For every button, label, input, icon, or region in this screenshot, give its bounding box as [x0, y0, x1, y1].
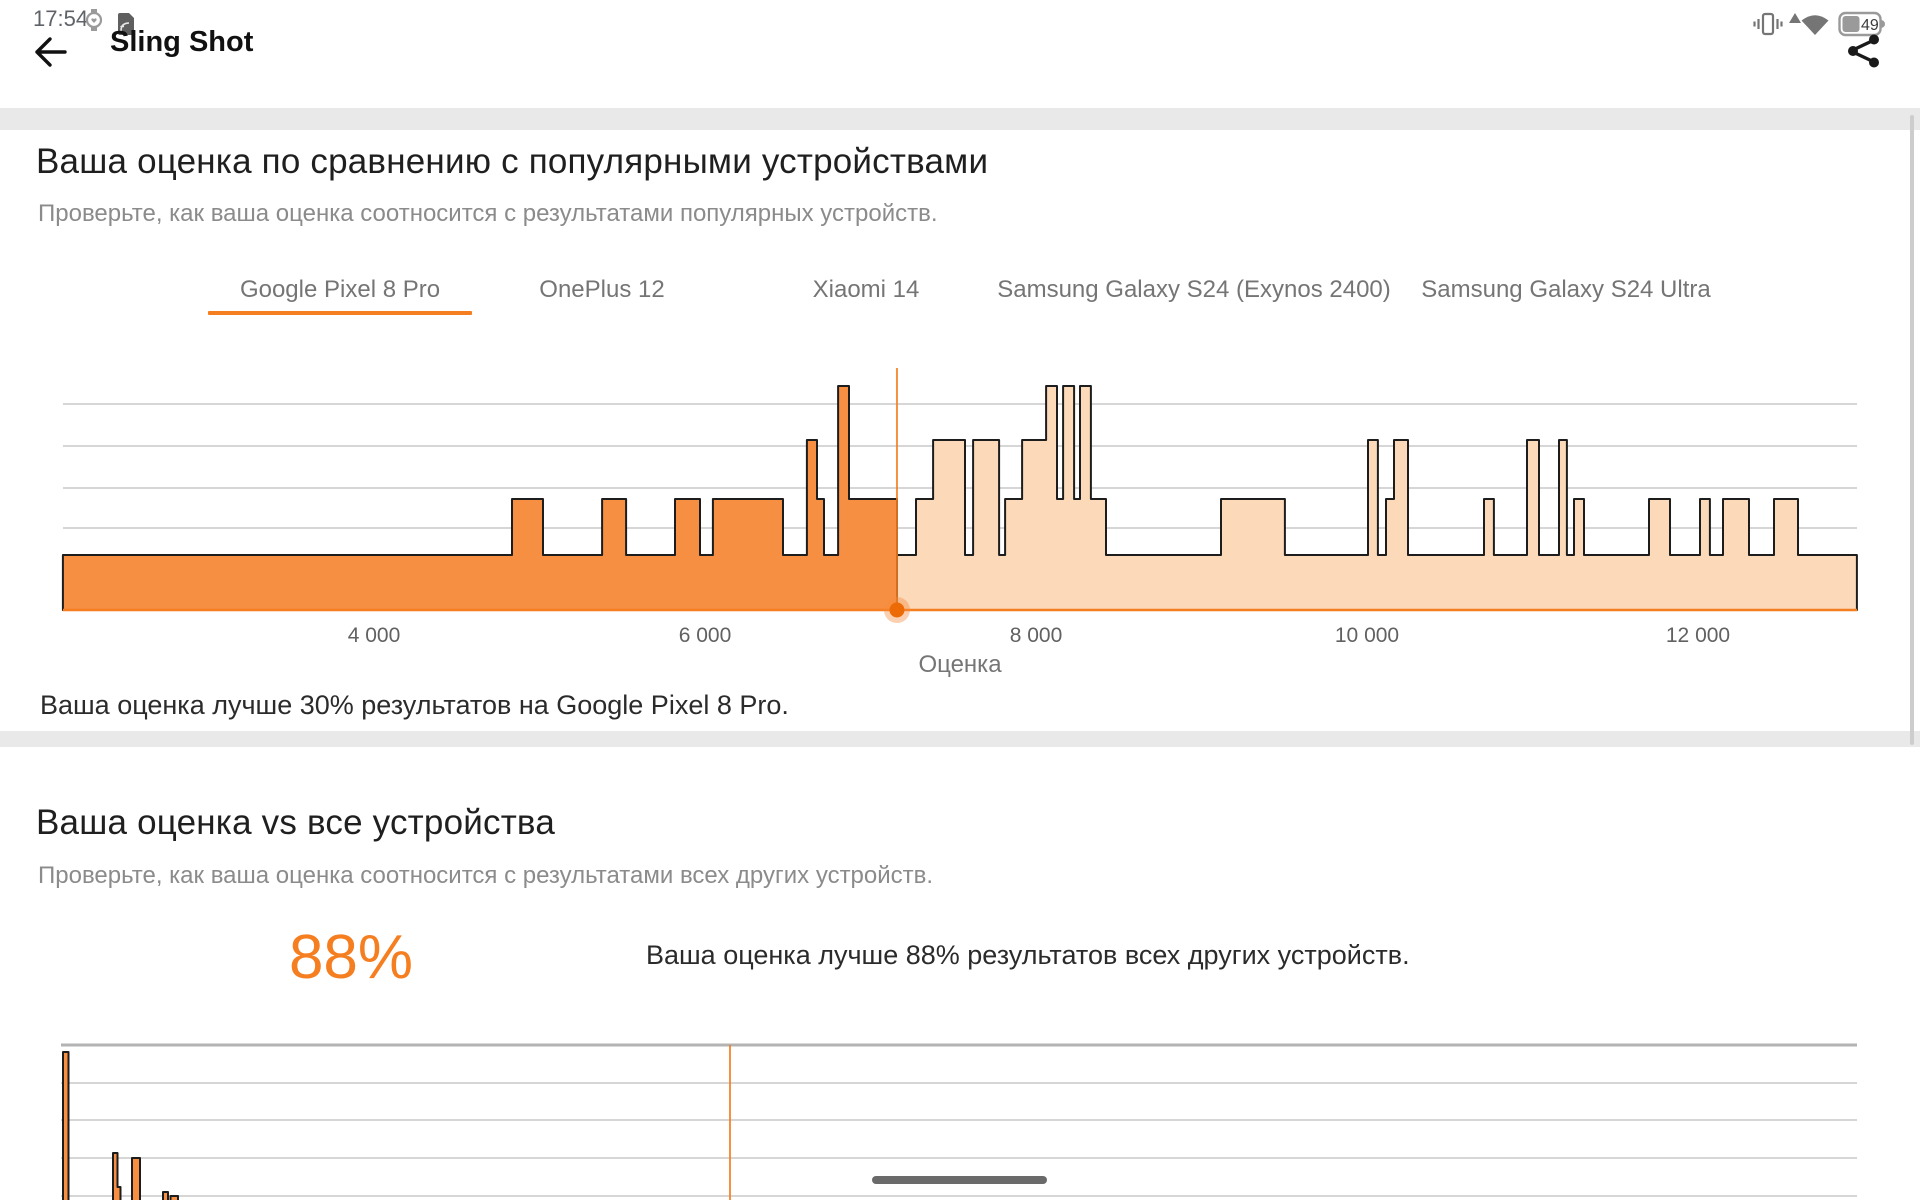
compare-section-title: Ваша оценка по сравнению с популярными у…	[36, 142, 989, 181]
selected-tab-underline	[208, 311, 472, 315]
compare-result-text: Ваша оценка лучше 30% результатов на Goo…	[40, 690, 789, 720]
compare-section-subtitle: Проверьте, как ваша оценка соотносится с…	[38, 200, 938, 227]
all-result-text: Ваша оценка лучше 88% результатов всех д…	[646, 940, 1410, 970]
percentile-value: 88%	[288, 923, 414, 992]
wifi-icon	[1801, 15, 1829, 35]
your-score-marker[interactable]	[889, 602, 905, 618]
svg-text:10 000: 10 000	[1335, 624, 1399, 647]
battery-level-text: 49	[1861, 17, 1879, 34]
all-devices-card	[0, 747, 1920, 1200]
sim-data-icon	[118, 13, 134, 35]
svg-text:4 000: 4 000	[348, 624, 401, 647]
app-bar: 17:54 Sling Shot 49	[0, 0, 1920, 108]
tab-samsung-galaxy-s24-ultra[interactable]: Samsung Galaxy S24 Ultra	[1421, 276, 1711, 303]
all-section-subtitle: Проверьте, как ваша оценка соотносится с…	[38, 862, 934, 889]
compare-popular-card	[0, 130, 1920, 731]
comparison-histogram: 4 000 6 000 8 000 10 000 12 000 Оценка	[61, 368, 1858, 678]
tab-samsung-galaxy-s24-exynos[interactable]: Samsung Galaxy S24 (Exynos 2400)	[997, 276, 1391, 303]
vibrate-icon	[1753, 12, 1783, 36]
svg-text:8 000: 8 000	[1010, 624, 1063, 647]
back-button[interactable]	[30, 34, 68, 70]
share-button[interactable]	[1846, 33, 1882, 69]
svg-text:12 000: 12 000	[1666, 624, 1730, 647]
tab-xiaomi-14[interactable]: Xiaomi 14	[812, 276, 920, 303]
svg-text:6 000: 6 000	[679, 624, 732, 647]
gesture-navigation-pill[interactable]	[872, 1176, 1047, 1184]
status-time: 17:54	[33, 6, 89, 31]
page-title: Sling Shot	[110, 26, 254, 58]
watch-icon	[85, 9, 103, 31]
tab-oneplus-12[interactable]: OnePlus 12	[539, 276, 665, 303]
battery-icon: 49	[1838, 11, 1885, 37]
tab-google-pixel-8-pro[interactable]: Google Pixel 8 Pro	[239, 276, 441, 303]
all-devices-histogram	[61, 1043, 1857, 1200]
svg-text:Оценка: Оценка	[918, 651, 1002, 678]
signal-triangle-icon	[1789, 13, 1801, 23]
all-section-title: Ваша оценка vs все устройства	[36, 803, 555, 842]
page-scrollbar[interactable]	[1910, 115, 1914, 745]
